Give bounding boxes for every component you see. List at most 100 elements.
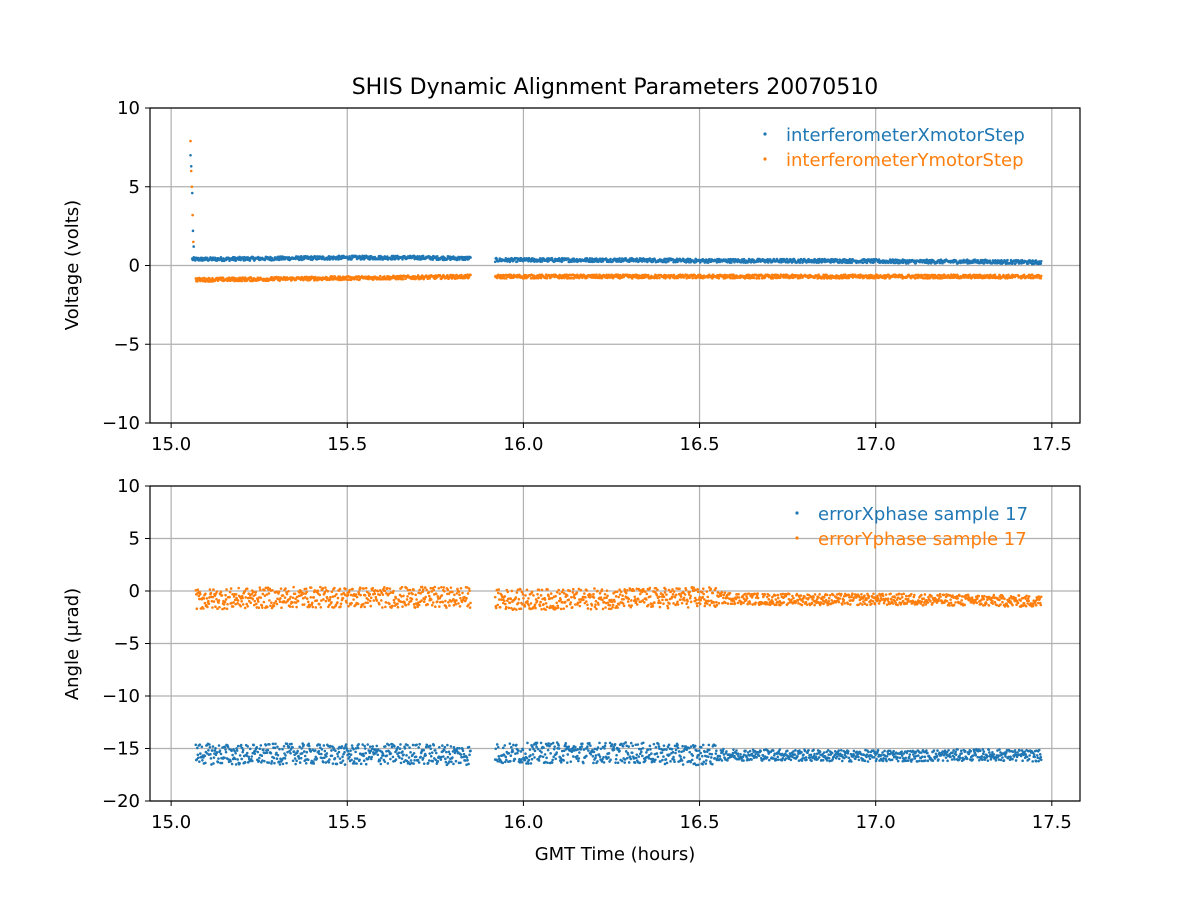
point-errorxphase-sample-17 (312, 762, 316, 765)
top-subplot: SHIS Dynamic Alignment Parameters 200705… (62, 75, 1081, 455)
point-errorxphase-sample-17 (217, 757, 220, 760)
point-errorxphase-sample-17 (642, 741, 645, 745)
point-errorxphase-sample-17 (944, 756, 948, 759)
point-errorxphase-sample-17 (911, 758, 914, 761)
point-errorxphase-sample-17 (707, 755, 710, 759)
point-errorxphase-sample-17 (298, 761, 302, 764)
point-errorxphase-sample-17 (733, 754, 736, 758)
point-errorxphase-sample-17 (715, 749, 718, 752)
point-errorxphase-sample-17 (650, 752, 653, 755)
point-errorxphase-sample-17 (736, 752, 740, 755)
point-errorxphase-sample-17 (988, 751, 991, 754)
point-errorxphase-sample-17 (840, 759, 844, 763)
point-errorxphase-sample-17 (992, 753, 996, 756)
point-errorxphase-sample-17 (932, 749, 936, 752)
point-errorxphase-sample-17 (350, 758, 353, 762)
point-errorxphase-sample-17 (865, 753, 869, 756)
point-errorxphase-sample-17 (917, 754, 920, 757)
point-errorxphase-sample-17 (285, 761, 288, 765)
point-errorxphase-sample-17 (979, 749, 982, 752)
point-errorxphase-sample-17 (735, 749, 738, 752)
point-errorxphase-sample-17 (812, 748, 815, 752)
point-errorxphase-sample-17 (389, 757, 392, 761)
point-errorxphase-sample-17 (494, 747, 498, 751)
point-errorxphase-sample-17 (447, 750, 451, 754)
point-errorxphase-sample-17 (441, 744, 444, 747)
point-errorxphase-sample-17 (725, 750, 728, 753)
point-errorxphase-sample-17 (681, 744, 684, 748)
point-errorxphase-sample-17 (318, 743, 322, 747)
point-errorxphase-sample-17 (827, 756, 831, 760)
point-errorxphase-sample-17 (971, 754, 975, 757)
point-interferometerxmotorstep (251, 256, 255, 259)
point-errorxphase-sample-17 (907, 755, 911, 759)
point-errorxphase-sample-17 (266, 748, 270, 752)
point-errorxphase-sample-17 (551, 741, 555, 745)
point-errorxphase-sample-17 (344, 743, 348, 746)
point-errorxphase-sample-17 (778, 748, 782, 751)
point-errorxphase-sample-17 (394, 758, 398, 761)
point-errorxphase-sample-17 (231, 753, 234, 757)
point-errorxphase-sample-17 (436, 760, 440, 763)
point-errorxphase-sample-17 (863, 759, 867, 763)
point-erroryphase-sample-17 (195, 607, 199, 610)
point-errorxphase-sample-17 (211, 745, 215, 748)
point-errorxphase-sample-17 (958, 756, 962, 760)
point-interferometerxmotorstep (635, 257, 639, 261)
point-errorxphase-sample-17 (722, 747, 725, 751)
point-errorxphase-sample-17 (629, 757, 633, 761)
point-errorxphase-sample-17 (539, 754, 542, 758)
point-errorxphase-sample-17 (315, 757, 319, 760)
point-errorxphase-sample-17 (444, 757, 447, 761)
legend-marker-ymotor (763, 157, 767, 161)
point-errorxphase-sample-17 (900, 754, 904, 757)
point-errorxphase-sample-17 (986, 754, 989, 758)
point-errorxphase-sample-17 (217, 744, 221, 747)
point-errorxphase-sample-17 (383, 760, 387, 764)
point-errorxphase-sample-17 (352, 747, 355, 751)
point-errorxphase-sample-17 (657, 742, 660, 746)
point-errorxphase-sample-17 (547, 742, 550, 745)
point-errorxphase-sample-17 (867, 750, 870, 754)
point-errorxphase-sample-17 (260, 754, 264, 758)
point-errorxphase-sample-17 (591, 754, 595, 758)
point-erroryphase-sample-17 (202, 597, 206, 600)
point-errorxphase-sample-17 (577, 757, 581, 760)
point-errorxphase-sample-17 (431, 759, 435, 763)
point-errorxphase-sample-17 (881, 759, 885, 763)
point-interferometerxmotorstep (396, 254, 399, 258)
point-errorxphase-sample-17 (454, 759, 458, 763)
point-errorxphase-sample-17 (196, 753, 200, 757)
point-interferometerymotorstep (495, 276, 499, 280)
point-errorxphase-sample-17 (424, 754, 428, 757)
point-interferometerymotorstep (717, 276, 721, 280)
point-errorxphase-sample-17 (391, 755, 395, 759)
y-tick-label: −5 (113, 334, 140, 355)
point-errorxphase-sample-17 (263, 759, 266, 763)
point-errorxphase-sample-17 (236, 744, 240, 748)
point-errorxphase-sample-17 (302, 743, 305, 747)
point-erroryphase-sample-17 (199, 592, 202, 596)
point-errorxphase-sample-17 (530, 757, 534, 761)
point-errorxphase-sample-17 (598, 755, 602, 758)
point-errorxphase-sample-17 (941, 759, 945, 762)
point-errorxphase-sample-17 (399, 761, 403, 765)
point-errorxphase-sample-17 (825, 759, 829, 762)
point-errorxphase-sample-17 (378, 759, 382, 762)
point-errorxphase-sample-17 (892, 749, 895, 753)
point-interferometerxmotorstep (906, 261, 910, 265)
point-errorxphase-sample-17 (349, 753, 353, 756)
point-errorxphase-sample-17 (557, 744, 560, 747)
point-errorxphase-sample-17 (691, 754, 694, 757)
point-errorxphase-sample-17 (509, 754, 513, 757)
point-errorxphase-sample-17 (375, 744, 379, 748)
point-errorxphase-sample-17 (416, 758, 420, 762)
point-erroryphase-sample-17 (206, 605, 209, 609)
point-errorxphase-sample-17 (660, 751, 664, 754)
point-errorxphase-sample-17 (789, 758, 793, 762)
point-errorxphase-sample-17 (246, 745, 250, 748)
point-errorxphase-sample-17 (640, 750, 643, 754)
point-errorxphase-sample-17 (400, 757, 404, 760)
point-errorxphase-sample-17 (290, 742, 293, 746)
point-errorxphase-sample-17 (695, 749, 699, 753)
